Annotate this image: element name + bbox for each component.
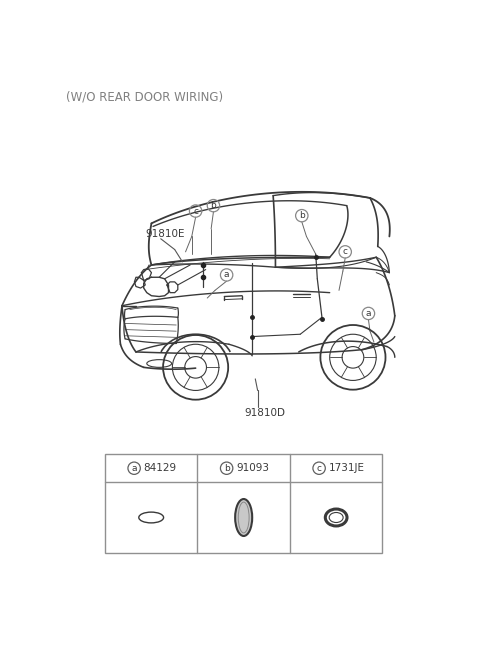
Text: 1731JE: 1731JE — [328, 463, 364, 473]
Text: c: c — [193, 206, 198, 215]
Ellipse shape — [236, 500, 252, 535]
Text: a: a — [132, 464, 137, 473]
Text: b: b — [211, 201, 216, 210]
Text: 84129: 84129 — [144, 463, 177, 473]
Text: 91093: 91093 — [236, 463, 269, 473]
Text: c: c — [317, 464, 322, 473]
Text: a: a — [224, 271, 229, 280]
Text: (W/O REAR DOOR WIRING): (W/O REAR DOOR WIRING) — [66, 91, 223, 104]
Text: 91810E: 91810E — [145, 229, 185, 239]
Text: b: b — [224, 464, 229, 473]
Text: a: a — [366, 309, 371, 318]
Bar — [105, 455, 383, 553]
Text: 91810D: 91810D — [244, 408, 286, 418]
Text: c: c — [343, 248, 348, 256]
Text: b: b — [299, 211, 305, 220]
